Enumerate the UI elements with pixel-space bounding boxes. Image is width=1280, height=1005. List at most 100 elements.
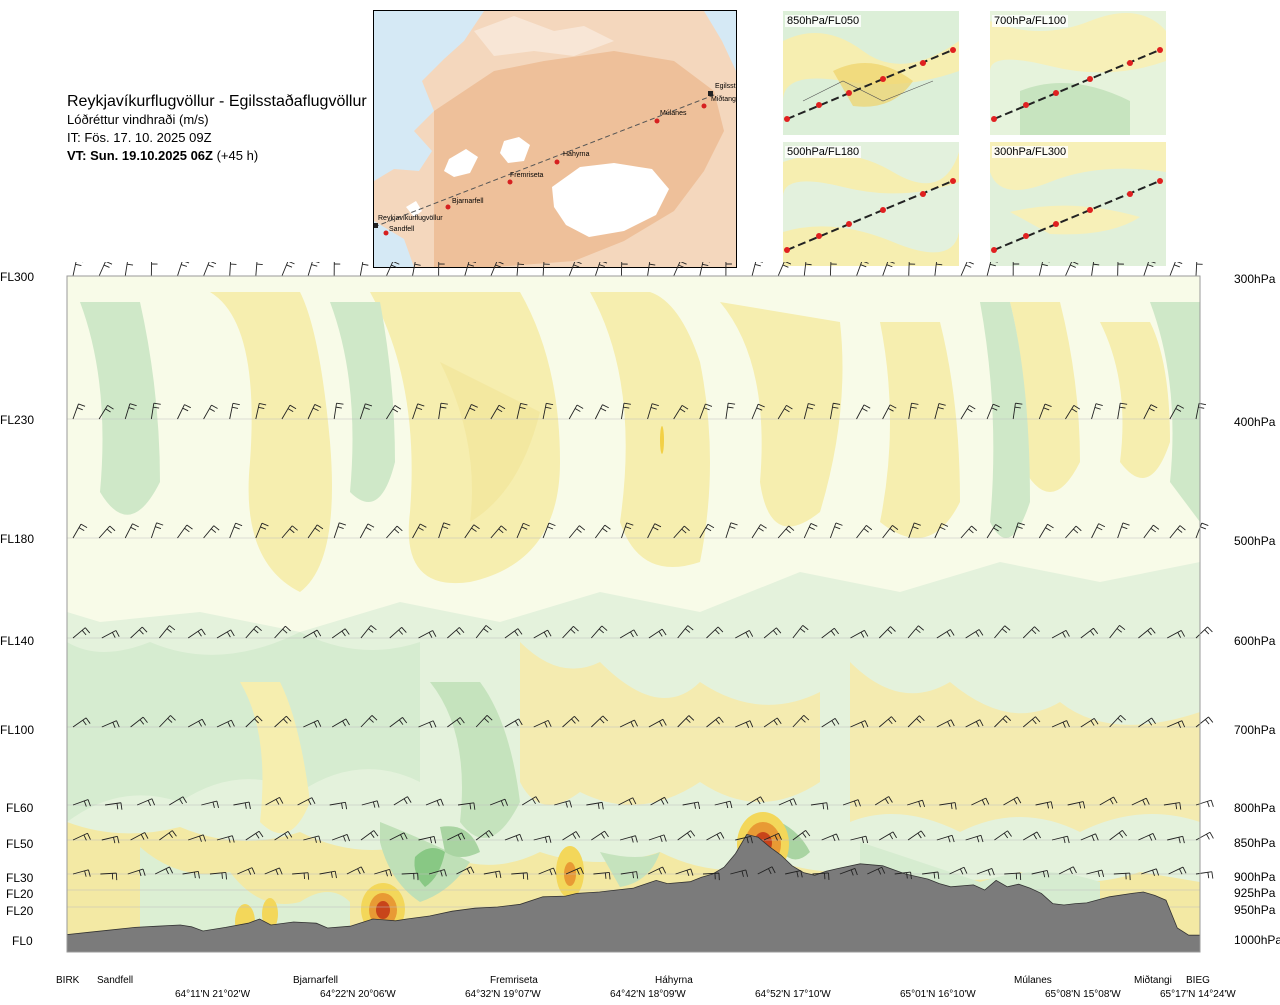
wind-barb [986, 403, 1000, 420]
wind-barb [590, 625, 608, 639]
route-map-svg: Reykjavíkurflugvöllur Sandfell Bjarnarfe… [374, 11, 736, 267]
wind-barb [751, 403, 765, 420]
level-map-svg [783, 142, 959, 266]
wind-barb [879, 831, 897, 841]
pressure-label: 400hPa [1234, 415, 1276, 429]
wind-barb [475, 715, 493, 728]
pressure-label: 700hPa [1234, 723, 1276, 737]
wind-barb [677, 715, 695, 728]
station-label: Bjarnarfell [293, 975, 339, 986]
wind-barb [1195, 626, 1213, 639]
wind-barb [1065, 405, 1081, 420]
wind-barb [150, 262, 158, 277]
wind-barb [386, 525, 403, 539]
station-label: BIRK [56, 975, 80, 986]
wind-barb [1038, 523, 1054, 539]
issue-time: IT: Fös. 17. 10. 2025 09Z [67, 130, 212, 145]
wind-barb [150, 402, 161, 420]
wind-barb [331, 628, 350, 639]
wind-barb [385, 262, 400, 277]
coordinate-label: 64°11'N 21°02'W [175, 989, 251, 1000]
wind-barb [136, 798, 156, 806]
wind-barb [673, 262, 687, 277]
terrain-profile [66, 833, 1201, 953]
wind-barb [1022, 626, 1040, 639]
pressure-label: 500hPa [1234, 534, 1276, 548]
wind-barb [307, 524, 324, 539]
wind-barb [72, 403, 86, 420]
wind-barb [725, 522, 738, 539]
fl-label: FL50 [6, 837, 34, 851]
wind-barb [593, 871, 611, 880]
terrain-area [66, 833, 1201, 953]
wind-barb [763, 627, 782, 639]
wind-barb [303, 719, 322, 728]
wind-barb [124, 262, 134, 277]
wind-barb [842, 799, 861, 807]
wind-barb [130, 626, 148, 639]
chart-header: Reykjavíkurflugvöllur - Egilsstaðaflugvö… [67, 93, 367, 165]
wind-barb [874, 796, 893, 806]
wind-barb [203, 525, 220, 539]
wind-barb [1058, 866, 1077, 875]
wind-barb [209, 872, 227, 880]
valid-time-lead: (+45 h) [216, 148, 259, 163]
level-map-svg [990, 142, 1166, 266]
wind-barb [303, 629, 322, 639]
wind-barb [187, 628, 206, 639]
wind-barb [124, 523, 139, 539]
wind-barb [201, 800, 220, 809]
wind-barb [307, 262, 320, 277]
coordinate-label: 64°42'N 18°09'W [610, 989, 686, 1000]
pressure-label: 800hPa [1234, 801, 1276, 815]
wind-barb [647, 523, 662, 539]
wind-barb [418, 630, 437, 639]
wind-barb [907, 625, 925, 639]
wind-barb [297, 797, 316, 806]
wind-barb [457, 802, 476, 810]
wind-barb [412, 523, 427, 539]
wind-barb [882, 404, 897, 420]
pressure-label: 600hPa [1234, 634, 1276, 648]
wind-barb [936, 629, 955, 639]
wind-barb [182, 871, 200, 879]
wind-barb [673, 525, 690, 539]
level-map-label: 850hPa/FL050 [785, 15, 862, 27]
wind-barb [568, 404, 584, 420]
wind-barb [504, 833, 523, 842]
wind-barb [1051, 720, 1070, 728]
wind-barb [542, 402, 554, 420]
wind-barb [1051, 835, 1070, 844]
wind-barb [777, 262, 792, 277]
vertical-velocity-field [67, 276, 1200, 952]
wind-barb [329, 801, 348, 810]
wind-barb [1195, 831, 1214, 841]
wind-barb [730, 869, 749, 877]
wind-barb [1141, 868, 1160, 876]
wind-barb [714, 800, 733, 809]
variable-label: Lóðréttur vindhraði (m/s) [67, 112, 209, 127]
wind-barb [333, 262, 341, 277]
level-map-svg [990, 11, 1166, 135]
wind-barb [936, 719, 955, 728]
station-label: Múlanes [1014, 975, 1052, 986]
pressure-label: 950hPa [1234, 903, 1276, 917]
wind-barb [1167, 835, 1185, 844]
wind-barb [264, 867, 283, 876]
wind-barb [1003, 796, 1022, 806]
waypoint-label: Háhyrna [563, 151, 590, 158]
wind-barb [150, 522, 164, 539]
route-map: Reykjavíkurflugvöllur Sandfell Bjarnarfe… [373, 10, 737, 268]
wind-barb [565, 867, 584, 875]
wind-barb [706, 831, 725, 841]
wind-barb [216, 719, 235, 728]
wind-barb [516, 522, 530, 539]
wind-barb [939, 802, 957, 810]
wind-barb [464, 404, 478, 420]
fl-label: FL300 [0, 270, 35, 284]
wind-barb [1169, 525, 1186, 539]
wind-barb [542, 522, 556, 539]
wind-barb [1163, 802, 1182, 810]
wind-barb [934, 262, 943, 277]
wind-barb [1109, 830, 1127, 841]
